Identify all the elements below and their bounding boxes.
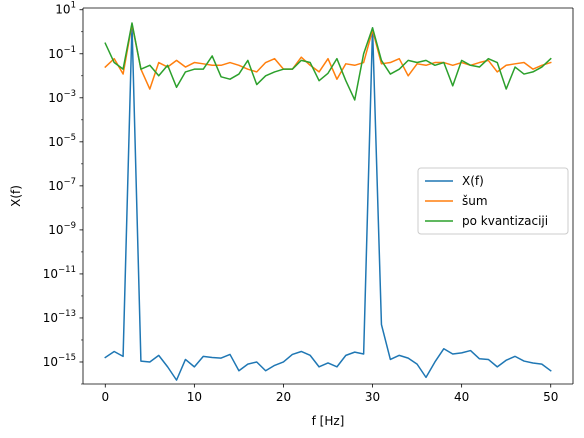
y-tick-label: 101: [55, 1, 76, 17]
series-line-2: [104, 22, 552, 101]
ticks-layer: 0 10 20 30 40 50 10−15 10−13 10−11 10−9 10−7 10−5 10…: [43, 1, 559, 404]
legend-label-2: po kvantizaciji: [462, 214, 548, 228]
x-tick-label: 20: [276, 390, 291, 404]
y-tick-label: 10−13: [43, 309, 76, 325]
x-tick-label: 30: [365, 390, 380, 404]
legend-frame: [417, 167, 569, 235]
series-line-0: [104, 24, 552, 381]
y-tick-label: 10−9: [48, 221, 76, 237]
legend: X(f) šum po kvantizaciji: [417, 167, 569, 235]
x-tick-label: 40: [454, 390, 469, 404]
y-tick-label: 10−1: [48, 45, 76, 61]
y-tick-label: 10−3: [48, 89, 76, 105]
legend-label-0: X(f): [462, 174, 484, 188]
series-layer: [104, 22, 552, 381]
y-axis-label: X(f): [9, 185, 23, 207]
y-tick-label: 10−5: [48, 133, 76, 149]
legend-label-1: šum: [462, 194, 488, 208]
x-tick-label: 10: [187, 390, 202, 404]
x-tick-label: 50: [543, 390, 558, 404]
x-tick-label: 0: [101, 390, 109, 404]
x-axis-label: f [Hz]: [312, 414, 345, 428]
series-line-1: [104, 23, 552, 90]
y-tick-label: 10−7: [48, 177, 76, 193]
y-tick-label: 10−15: [43, 353, 76, 369]
y-tick-label: 10−11: [43, 265, 76, 281]
axes-layer: [82, 7, 574, 385]
